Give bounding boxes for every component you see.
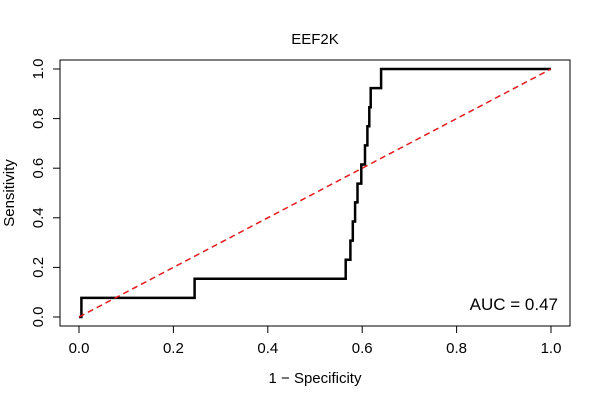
reference-diagonal-line [78,68,552,318]
series-layer [78,67,552,319]
y-tick-label: 0.2 [30,257,47,278]
y-tick-label: 0.4 [30,207,47,228]
x-tick-label: 1.0 [541,340,562,357]
y-axis-label: Sensitivity [1,159,18,227]
x-tick-label: 0.6 [352,340,373,357]
roc-curve-line [79,67,551,319]
x-tick-label: 0.4 [257,340,278,357]
x-tick-label: 0.0 [69,340,90,357]
chart-title: EEF2K [291,31,339,48]
x-tick-label: 0.8 [446,340,467,357]
y-tick-label: 0.0 [30,307,47,328]
x-axis-label: 1 − Specificity [269,370,362,387]
x-axis: 0.0 0.2 0.4 0.6 0.8 1.0 [69,325,562,357]
x-tick-label: 0.2 [163,340,184,357]
y-tick-label: 0.6 [30,158,47,179]
y-tick-label: 1.0 [30,59,47,80]
y-axis: 0.0 0.2 0.4 0.6 0.8 1.0 [30,59,61,328]
auc-annotation: AUC = 0.47 [470,295,558,314]
y-tick-label: 0.8 [30,108,47,129]
